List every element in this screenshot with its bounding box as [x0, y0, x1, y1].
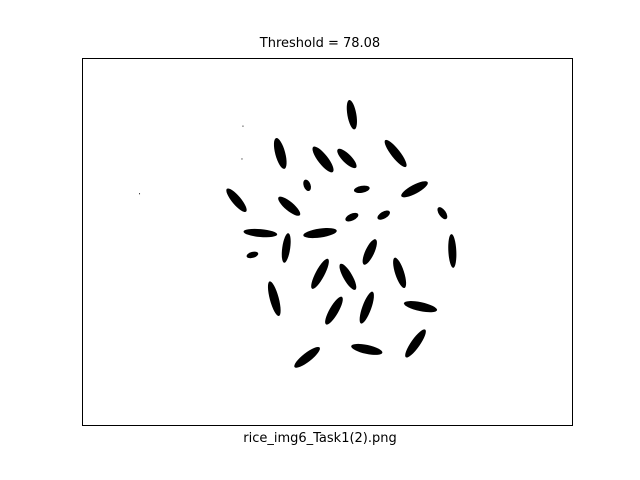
- thresholded-rice-image: [139, 99, 457, 368]
- rice-grain: [346, 99, 357, 130]
- rice-grain: [294, 346, 320, 368]
- rice-grain: [353, 185, 370, 193]
- binary-image-panel: [82, 58, 573, 426]
- rice-grain: [345, 212, 359, 222]
- rice-grain: [401, 181, 428, 198]
- rice-grain: [325, 296, 343, 325]
- noise-speck: [242, 125, 244, 127]
- noise-speck: [241, 158, 243, 160]
- rice-grain: [384, 139, 407, 168]
- rice-grain: [351, 343, 383, 355]
- rice-grain: [267, 281, 281, 317]
- rice-grain: [448, 234, 457, 268]
- rice-grain: [273, 138, 287, 169]
- rice-grain: [303, 228, 337, 239]
- rice-grain: [359, 291, 374, 324]
- rice-grain: [243, 228, 278, 238]
- rice-grain: [303, 179, 311, 192]
- image-filename-label: rice_img6_Task1(2).png: [243, 431, 397, 446]
- rice-grain: [337, 148, 357, 169]
- rice-grain: [339, 263, 357, 290]
- rice-grain: [312, 146, 334, 173]
- rice-grain: [377, 210, 390, 220]
- rice-grain: [226, 188, 247, 213]
- rice-grain: [278, 196, 301, 216]
- noise-speck: [139, 193, 141, 195]
- figure-title: Threshold = 78.08: [259, 36, 381, 51]
- rice-grain: [311, 258, 329, 289]
- rice-grain: [281, 233, 291, 263]
- rice-grain: [403, 301, 438, 313]
- rice-grain: [362, 239, 377, 265]
- rice-grain: [437, 207, 448, 220]
- rice-grain: [405, 329, 426, 358]
- rice-grain: [246, 251, 259, 259]
- rice-grain: [393, 257, 407, 289]
